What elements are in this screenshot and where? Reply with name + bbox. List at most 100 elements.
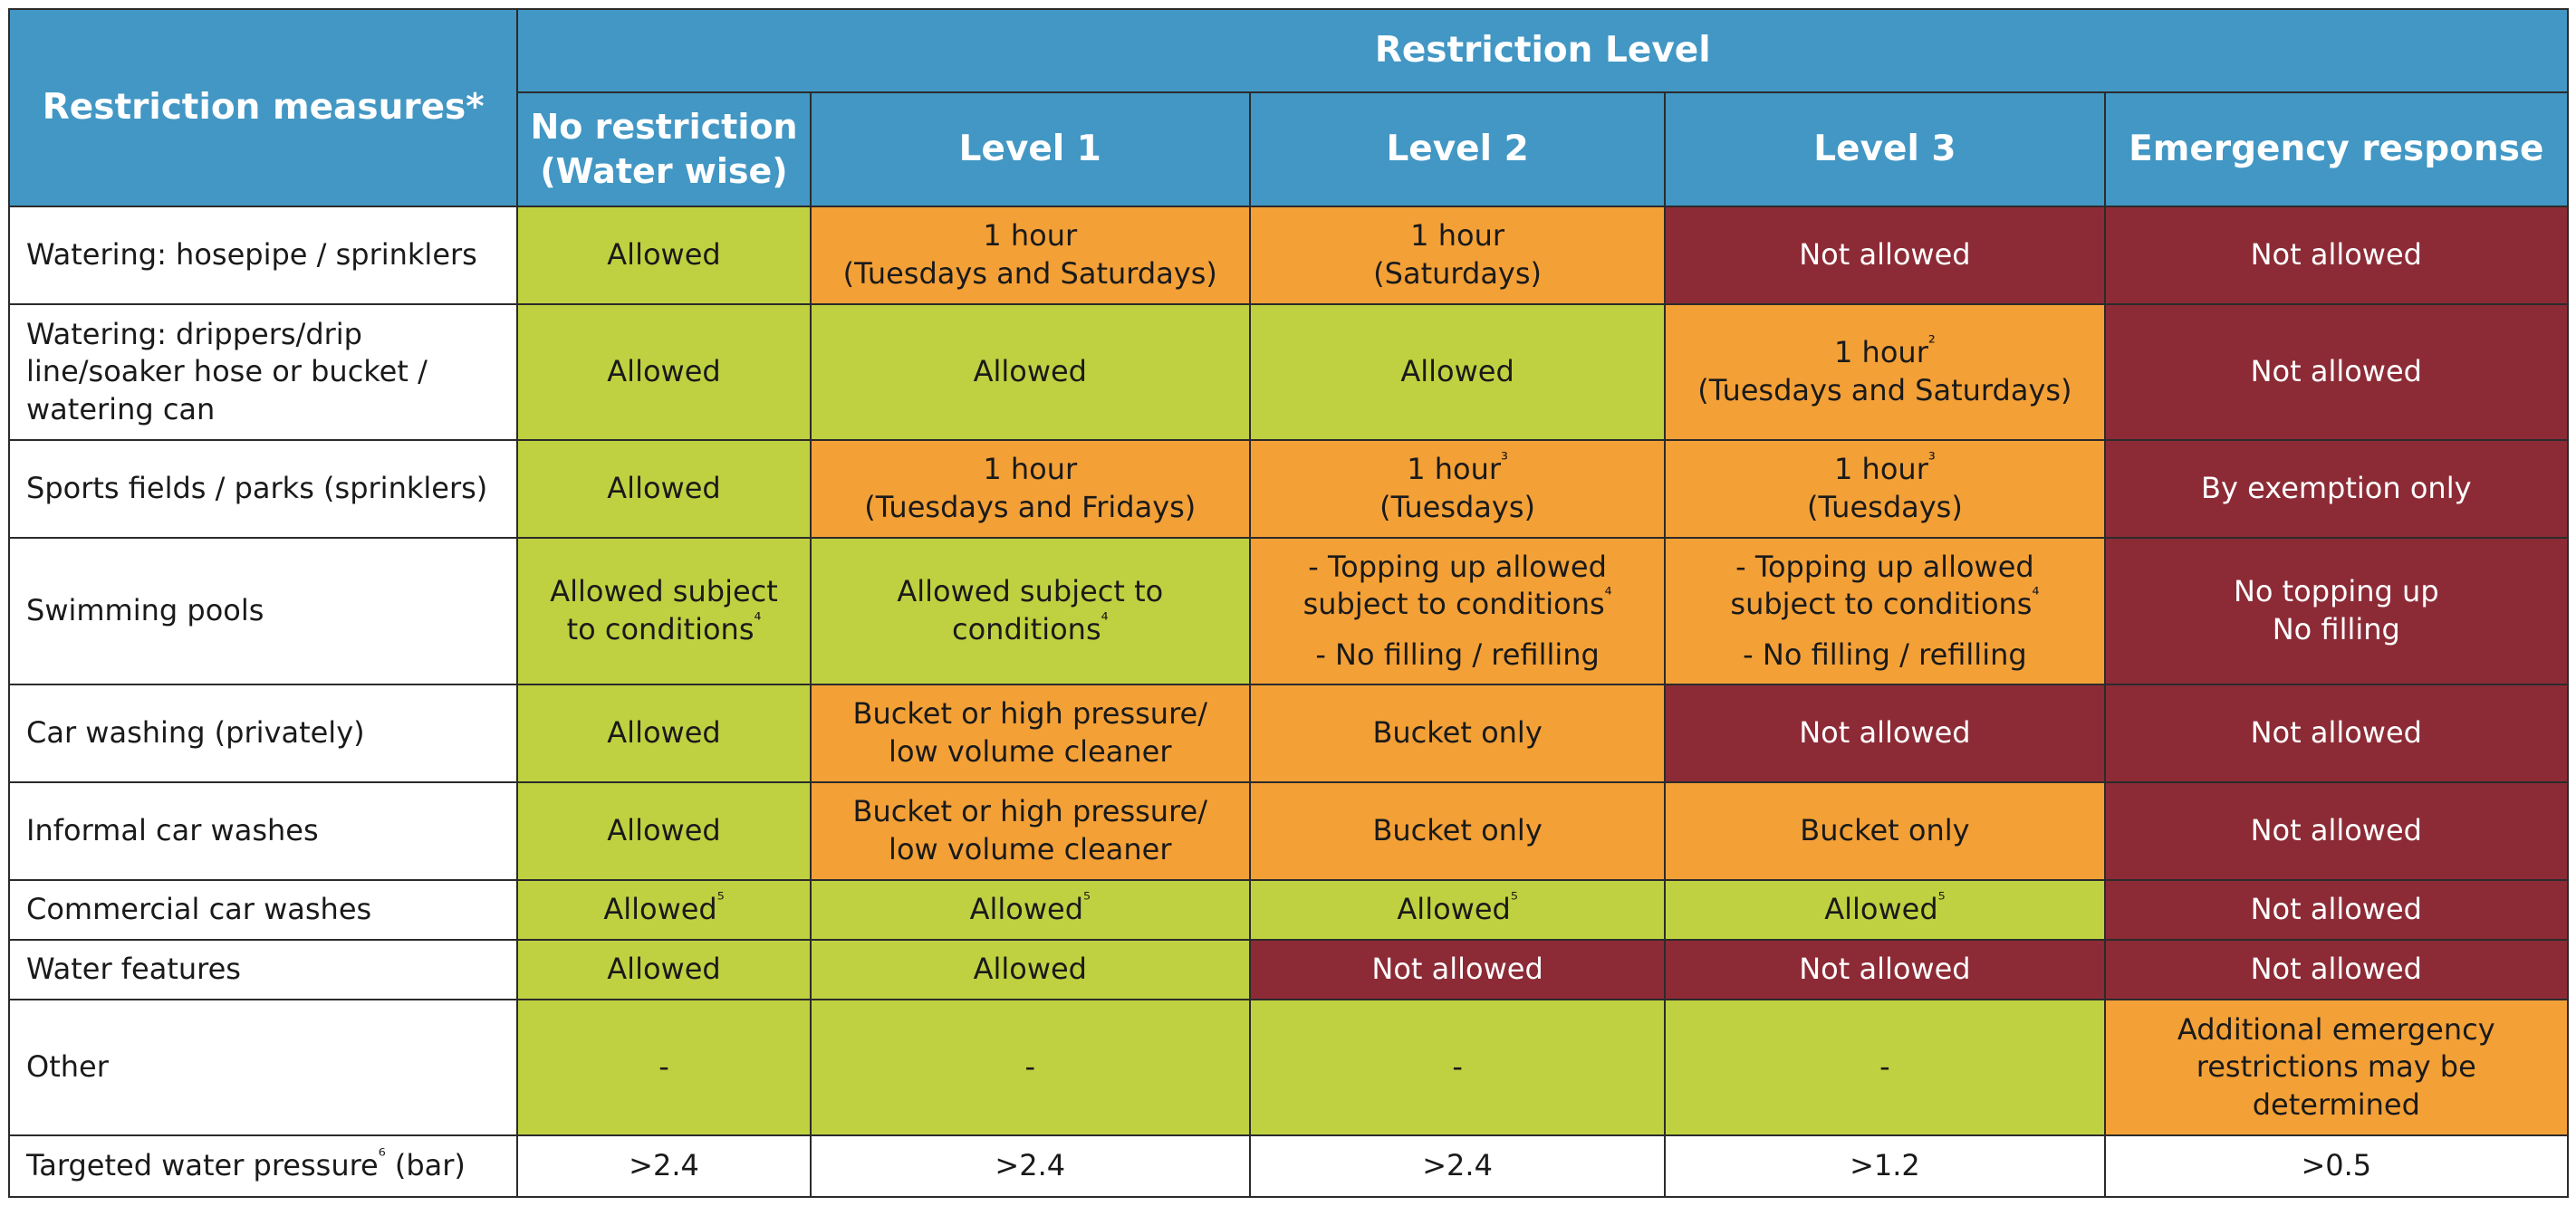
cell-line: Allowed — [607, 715, 721, 751]
level-cell: Allowed⁵ — [809, 879, 1251, 941]
level-cell: - — [516, 999, 812, 1136]
cell-line: Not allowed — [2250, 715, 2422, 751]
cell-line: Bucket or high pressure/ — [852, 696, 1207, 732]
cell-line: No topping up — [2233, 574, 2439, 609]
level-cell: Not allowed — [2103, 939, 2570, 1000]
cell-line: subject to conditions⁴ — [1302, 584, 1612, 622]
level-cell: - — [809, 999, 1251, 1136]
level-cell: Not allowed — [2103, 684, 2570, 783]
cell-line: Not allowed — [2250, 892, 2422, 927]
cell-line: Not allowed — [2250, 813, 2422, 848]
cell-line: Allowed — [1400, 354, 1514, 389]
cell-line: low volume cleaner — [889, 832, 1172, 866]
cell-line: Allowed subject to — [897, 574, 1164, 609]
level-cell: Additional emergency restrictions may be d… — [2103, 999, 2570, 1136]
level-cell: >1.2 — [1664, 1134, 2106, 1198]
row-label: Informal car washes — [7, 781, 519, 881]
level-cell: Allowed subject to conditions⁴ — [809, 537, 1251, 685]
level-cell: Not allowed — [1664, 684, 2106, 783]
cell-line: Not allowed — [1371, 952, 1543, 987]
cell-line: Not allowed — [1799, 952, 1971, 987]
cell-line: - — [1024, 1049, 1036, 1085]
cell-line: Allowed⁵ — [1824, 889, 1946, 927]
level-cell: Allowed — [809, 939, 1251, 1000]
level-header-level-1: Level 1 — [809, 91, 1251, 207]
cell-line: 1 hour — [983, 452, 1078, 487]
level-cell: >2.4 — [516, 1134, 812, 1198]
level-cell: >0.5 — [2103, 1134, 2570, 1198]
cell-line: 1 hour³ — [1834, 449, 1936, 487]
cell-line: Allowed — [607, 237, 721, 273]
cell-line: Allowed⁵ — [603, 889, 725, 927]
level-cell: Not allowed — [1664, 206, 2106, 305]
cell-line: Not allowed — [1799, 715, 1971, 751]
table-row: Car washing (privately) Allowed Bucket or … — [7, 684, 2570, 783]
table-row: Watering: hosepipe / sprinklers Allowed 1 … — [7, 206, 2570, 305]
level-cell: Allowed — [516, 939, 812, 1000]
cell-line: - Topping up allowed — [1308, 549, 1607, 584]
row-label: Water features — [7, 939, 519, 1000]
cell-line: (Tuesdays and Saturdays) — [1697, 373, 2072, 407]
cell-line: >2.4 — [1422, 1148, 1493, 1183]
restriction-measures-header: Restriction measures* — [7, 8, 519, 207]
level-cell: Not allowed — [2103, 879, 2570, 941]
cell-line: - No filling / refilling — [1315, 636, 1600, 672]
level-cell: No topping up No filling — [2103, 537, 2570, 685]
cell-line: to conditions⁴ — [566, 609, 762, 646]
cell-line: - — [1879, 1049, 1890, 1085]
cell-line: Allowed — [607, 952, 721, 987]
level-cell: Not allowed — [2103, 303, 2570, 441]
header-row-1: Restriction measures* Restriction Level — [7, 8, 2569, 207]
cell-line: 1 hour — [1410, 218, 1504, 254]
level-cell: 1 hour³ (Tuesdays) — [1248, 439, 1667, 539]
cell-line: subject to conditions⁴ — [1730, 584, 2040, 622]
level-cell: - Topping up allowed subject to condition… — [1664, 537, 2106, 685]
header-row-2: No restriction (Water wise) Level 1 Leve… — [9, 91, 2570, 207]
level-cell: >2.4 — [1248, 1134, 1667, 1198]
cell-line: >2.4 — [629, 1148, 699, 1183]
level-cell: Allowed⁵ — [516, 879, 812, 941]
level-cell: Allowed⁵ — [1248, 879, 1667, 941]
cell-line: (Tuesdays) — [1807, 490, 1963, 524]
row-label: Swimming pools — [7, 537, 519, 685]
table-row: Sports fields / parks (sprinklers) Allowe… — [7, 439, 2570, 539]
cell-line: - — [1452, 1049, 1463, 1085]
cell-line: (Tuesdays) — [1379, 490, 1535, 524]
cell-line: (Saturdays) — [1373, 256, 1543, 291]
table-header: Restriction measures* Restriction Level … — [7, 8, 2570, 207]
table-row: Targeted water pressure⁶ (bar) >2.4 >2.4 >2… — [7, 1134, 2570, 1198]
cell-line: determined — [2252, 1086, 2420, 1122]
level-cell: Bucket only — [1664, 781, 2106, 881]
cell-line: Not allowed — [2250, 354, 2422, 389]
line-gap — [1675, 624, 2094, 636]
level-cell: - — [1248, 999, 1667, 1136]
level-cell: Bucket only — [1248, 781, 1667, 881]
level-cell: Not allowed — [2103, 781, 2570, 881]
table-row: Swimming pools Allowed subject to conditio… — [7, 537, 2570, 685]
row-label: Other — [7, 999, 519, 1136]
row-label: Watering: drippers/drip line/soaker hose… — [7, 303, 519, 441]
row-label: Commercial car washes — [7, 879, 519, 941]
cell-line: Allowed — [607, 813, 721, 848]
table-row: Commercial car washes Allowed⁵ Allowed⁵ All… — [7, 879, 2570, 941]
cell-line: Allowed — [973, 952, 1087, 987]
cell-line: Not allowed — [1799, 237, 1971, 273]
level-cell: 1 hour (Tuesdays and Saturdays) — [809, 206, 1251, 305]
level-cell: 1 hour (Tuesdays and Fridays) — [809, 439, 1251, 539]
cell-line: 1 hour — [983, 218, 1078, 254]
table-body: Watering: hosepipe / sprinklers Allowed 1 … — [7, 206, 2570, 1198]
cell-line: (Tuesdays and Fridays) — [864, 490, 1197, 524]
level-cell: Allowed — [516, 684, 812, 783]
cell-line: Allowed — [973, 354, 1087, 389]
level-cell: Bucket only — [1248, 684, 1667, 783]
level-cell: Allowed — [516, 781, 812, 881]
cell-line: - No filling / refilling — [1743, 636, 2027, 672]
cell-line: >2.4 — [995, 1148, 1066, 1183]
row-label: Car washing (privately) — [7, 684, 519, 783]
cell-line: (Tuesdays and Saturdays) — [842, 256, 1217, 291]
cell-line: 1 hour² — [1834, 332, 1936, 370]
cell-line: Allowed subject — [550, 574, 778, 609]
cell-line: >1.2 — [1850, 1148, 1920, 1183]
level-cell: Not allowed — [1664, 939, 2106, 1000]
